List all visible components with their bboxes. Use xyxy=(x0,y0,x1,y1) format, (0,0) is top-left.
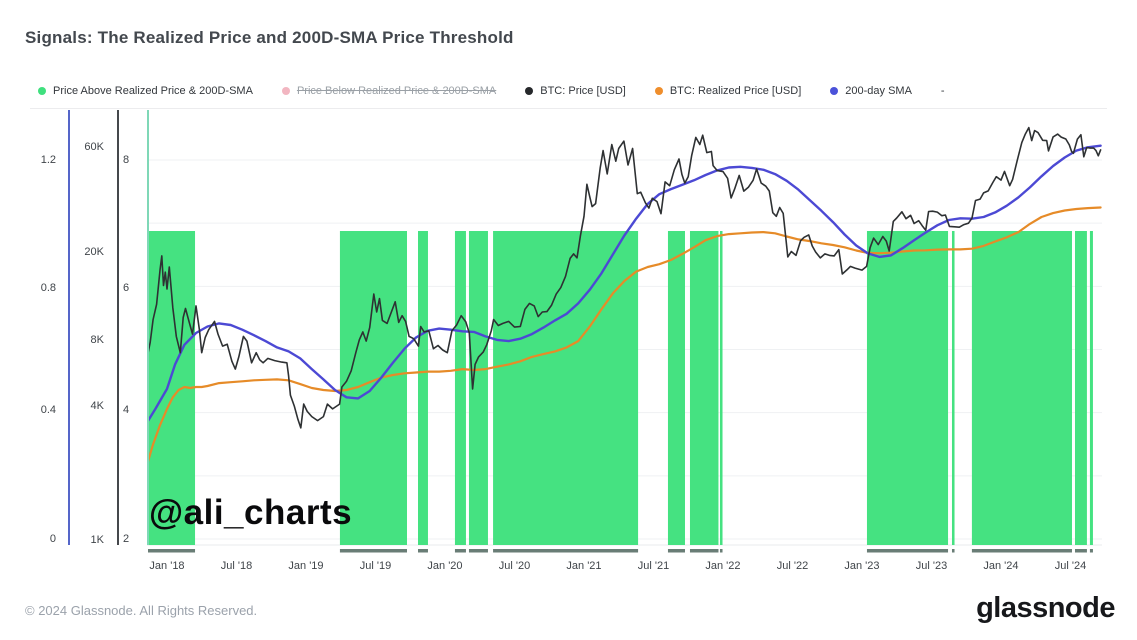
legend-label: BTC: Realized Price [USD] xyxy=(669,85,802,97)
legend-item-5[interactable]: - xyxy=(941,85,945,97)
signal-band-base-tick xyxy=(1089,549,1093,553)
signal-band-above xyxy=(951,231,955,545)
series-line-btc-realized-price-usd- xyxy=(147,206,1102,465)
legend-dot xyxy=(654,87,663,95)
signal-band-above xyxy=(971,231,1072,545)
signal-band-above xyxy=(1089,231,1093,545)
signal-band-above xyxy=(454,231,466,545)
price-axis-tick: 4K xyxy=(90,400,104,413)
legend-label: - xyxy=(940,85,945,97)
x-axis-tick: Jan '21 xyxy=(566,560,602,572)
legend-label: 200-day SMA xyxy=(845,85,912,97)
legend-item-0[interactable]: Price Above Realized Price & 200D-SMA xyxy=(38,85,253,97)
signal-band-base-tick xyxy=(1074,549,1087,553)
legend-dot xyxy=(830,87,839,95)
signal-band-base-tick xyxy=(148,549,196,553)
series-line-200-day-sma xyxy=(147,144,1102,424)
series-line-btc-price-usd- xyxy=(147,126,1102,429)
aux-axis-tick: 4 xyxy=(123,404,130,416)
price-axis-tick: 20K xyxy=(84,245,104,258)
legend-label: Price Above Realized Price & 200D-SMA xyxy=(53,85,253,97)
watermark: @ali_charts xyxy=(149,493,353,532)
footer-copyright: © 2024 Glassnode. All Rights Reserved. xyxy=(25,603,258,618)
x-axis-tick: Jan '23 xyxy=(844,560,880,572)
x-axis-tick: Jul '21 xyxy=(637,560,670,572)
aux-axis-tick: 6 xyxy=(123,282,130,294)
signal-band-above xyxy=(468,231,488,545)
legend-label: Price Below Realized Price & 200D-SMA xyxy=(296,85,497,97)
legend-item-2[interactable]: BTC: Price [USD] xyxy=(525,85,626,97)
signal-band-base-tick xyxy=(971,549,1072,553)
legend-item-1[interactable]: Price Below Realized Price & 200D-SMA xyxy=(281,85,497,97)
legend-item-4[interactable]: 200-day SMA xyxy=(830,85,912,97)
glassnode-logo: glassnode xyxy=(976,592,1115,624)
axis-spine xyxy=(147,110,149,545)
legend-dot xyxy=(38,87,46,95)
signal-band-base-tick xyxy=(468,549,488,553)
signal-band-base-tick xyxy=(493,549,639,553)
signal-band-base-tick xyxy=(418,549,428,553)
signal-band-base-tick xyxy=(339,549,407,553)
axis-spine xyxy=(68,110,70,545)
signal-band-base-tick xyxy=(689,549,719,553)
x-axis-tick: Jan '19 xyxy=(288,560,324,572)
x-axis-tick: Jul '20 xyxy=(498,560,531,572)
signal-band-above xyxy=(418,231,428,545)
signal-band-above xyxy=(689,231,719,545)
x-axis-tick: Jan '22 xyxy=(705,560,741,572)
x-axis-tick: Jan '24 xyxy=(983,560,1019,572)
x-axis-tick: Jul '23 xyxy=(915,560,948,572)
signal-band-base-tick xyxy=(454,549,466,553)
x-axis-tick: Jul '19 xyxy=(359,560,392,572)
signal-axis-tick: 0.8 xyxy=(40,282,56,294)
legend-divider xyxy=(30,108,1107,109)
chart-legend: Price Above Realized Price & 200D-SMA Pri… xyxy=(38,85,1117,97)
x-axis-tick: Jul '24 xyxy=(1054,560,1087,572)
x-axis-tick: Jul '22 xyxy=(776,560,809,572)
signal-band-above xyxy=(866,231,949,545)
price-axis-tick: 1K xyxy=(90,533,104,546)
legend-item-3[interactable]: BTC: Realized Price [USD] xyxy=(654,85,802,97)
price-axis-tick: 8K xyxy=(90,333,104,346)
signal-band-base-tick xyxy=(951,549,955,553)
axis-spine xyxy=(117,110,119,545)
signal-axis-tick: 0 xyxy=(49,533,56,545)
aux-axis-tick: 2 xyxy=(123,533,130,545)
signal-band-above xyxy=(1074,231,1087,545)
x-axis-tick: Jul '18 xyxy=(220,560,253,572)
page-title: Signals: The Realized Price and 200D-SMA… xyxy=(25,28,514,47)
legend-dot xyxy=(525,87,534,95)
legend-dot xyxy=(281,87,290,95)
signal-axis-tick: 0.4 xyxy=(40,404,56,416)
signal-band-base-tick xyxy=(667,549,685,553)
x-axis-tick: Jan '18 xyxy=(149,560,185,572)
aux-axis-tick: 8 xyxy=(123,154,130,166)
signal-axis-tick: 1.2 xyxy=(40,154,56,166)
x-axis-tick: Jan '20 xyxy=(427,560,463,572)
signal-band-base-tick xyxy=(866,549,949,553)
signal-band-above xyxy=(667,231,685,545)
signal-band-above xyxy=(493,231,639,545)
legend-label: BTC: Price [USD] xyxy=(540,85,626,97)
signal-band-above xyxy=(719,231,723,545)
price-axis-tick: 60K xyxy=(84,140,104,153)
signal-band-base-tick xyxy=(719,549,723,553)
